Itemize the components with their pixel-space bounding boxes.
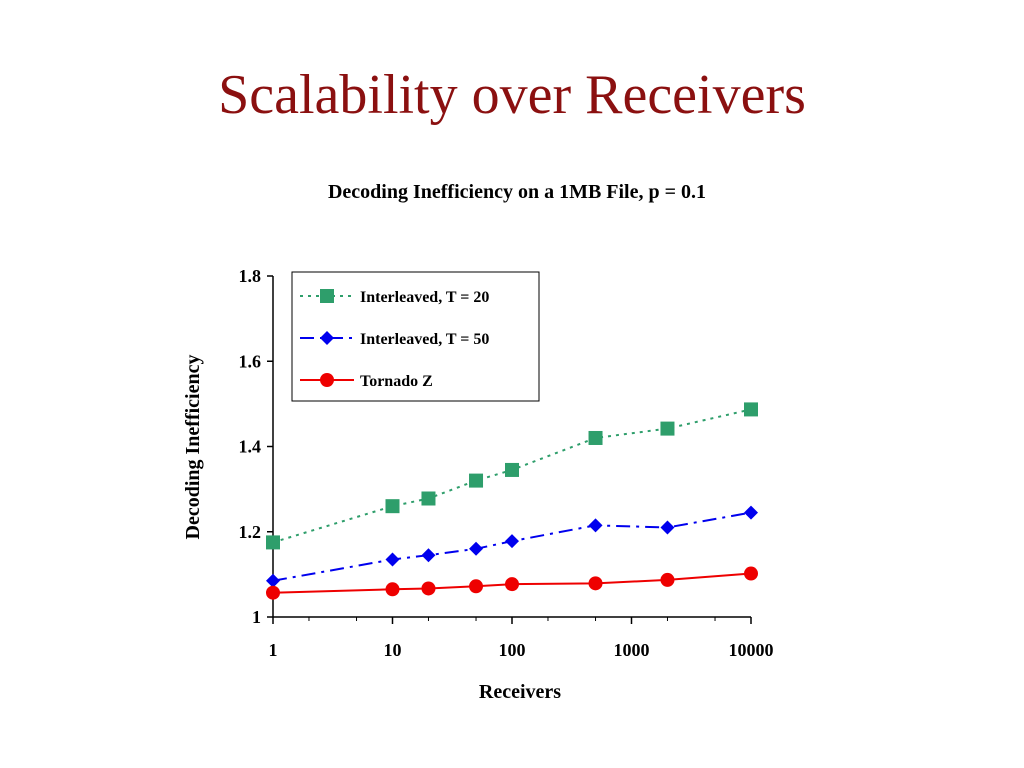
x-axis-label: Receivers — [479, 681, 561, 703]
x-tick-label: 10 — [384, 640, 402, 660]
x-tick-label: 1000 — [614, 640, 650, 660]
data-point — [505, 462, 519, 477]
legend-label: Interleaved, T = 50 — [360, 331, 489, 348]
chart-title: Decoding Inefficiency on a 1MB File, p =… — [328, 181, 706, 203]
legend-item: Tornado Z — [300, 373, 433, 390]
legend-label: Interleaved, T = 20 — [360, 289, 489, 306]
legend-marker — [320, 331, 334, 345]
data-point — [744, 402, 758, 417]
y-tick-label: 1.2 — [239, 522, 262, 542]
data-point — [421, 548, 436, 563]
data-point — [385, 499, 400, 514]
data-point — [266, 585, 280, 600]
data-point — [660, 572, 675, 587]
x-tick-label: 100 — [499, 640, 526, 660]
y-axis-label: Decoding Inefficiency — [182, 355, 204, 540]
legend-marker — [320, 373, 334, 387]
legend-item: Interleaved, T = 50 — [300, 331, 489, 348]
slide-title: Scalability over Receivers — [218, 64, 806, 126]
legend-marker — [320, 289, 334, 303]
data-point — [266, 535, 280, 550]
data-point — [469, 473, 484, 488]
data-point — [588, 430, 603, 445]
series-3 — [266, 566, 758, 600]
data-point — [588, 576, 603, 591]
data-point — [744, 566, 758, 581]
data-point — [421, 491, 436, 506]
data-point — [469, 579, 484, 594]
data-point — [744, 505, 758, 520]
y-tick-label: 1.4 — [239, 437, 262, 457]
legend-item: Interleaved, T = 20 — [300, 289, 489, 306]
series-layer — [266, 402, 758, 600]
data-point — [505, 577, 519, 592]
y-tick-label: 1.6 — [239, 351, 262, 371]
legend: Interleaved, T = 20 Interleaved, T = 50 To… — [291, 271, 540, 402]
series-2 — [266, 505, 758, 588]
data-point — [421, 581, 436, 596]
x-tick-label: 1 — [269, 640, 278, 660]
legend-label: Tornado Z — [360, 373, 433, 390]
axes: 1 1.2 1.4 1.6 1.8 1 10 100 1000 10000 — [239, 266, 774, 660]
data-point — [385, 582, 400, 597]
data-point — [469, 541, 484, 556]
data-point — [660, 520, 675, 535]
y-tick-label: 1 — [252, 607, 261, 627]
y-tick-label: 1.8 — [239, 266, 262, 286]
data-point — [266, 573, 280, 588]
data-point — [505, 534, 519, 549]
series-1 — [266, 402, 758, 550]
data-point — [385, 552, 400, 567]
data-point — [588, 518, 603, 533]
x-tick-label: 10000 — [729, 640, 774, 660]
data-point — [660, 421, 675, 436]
